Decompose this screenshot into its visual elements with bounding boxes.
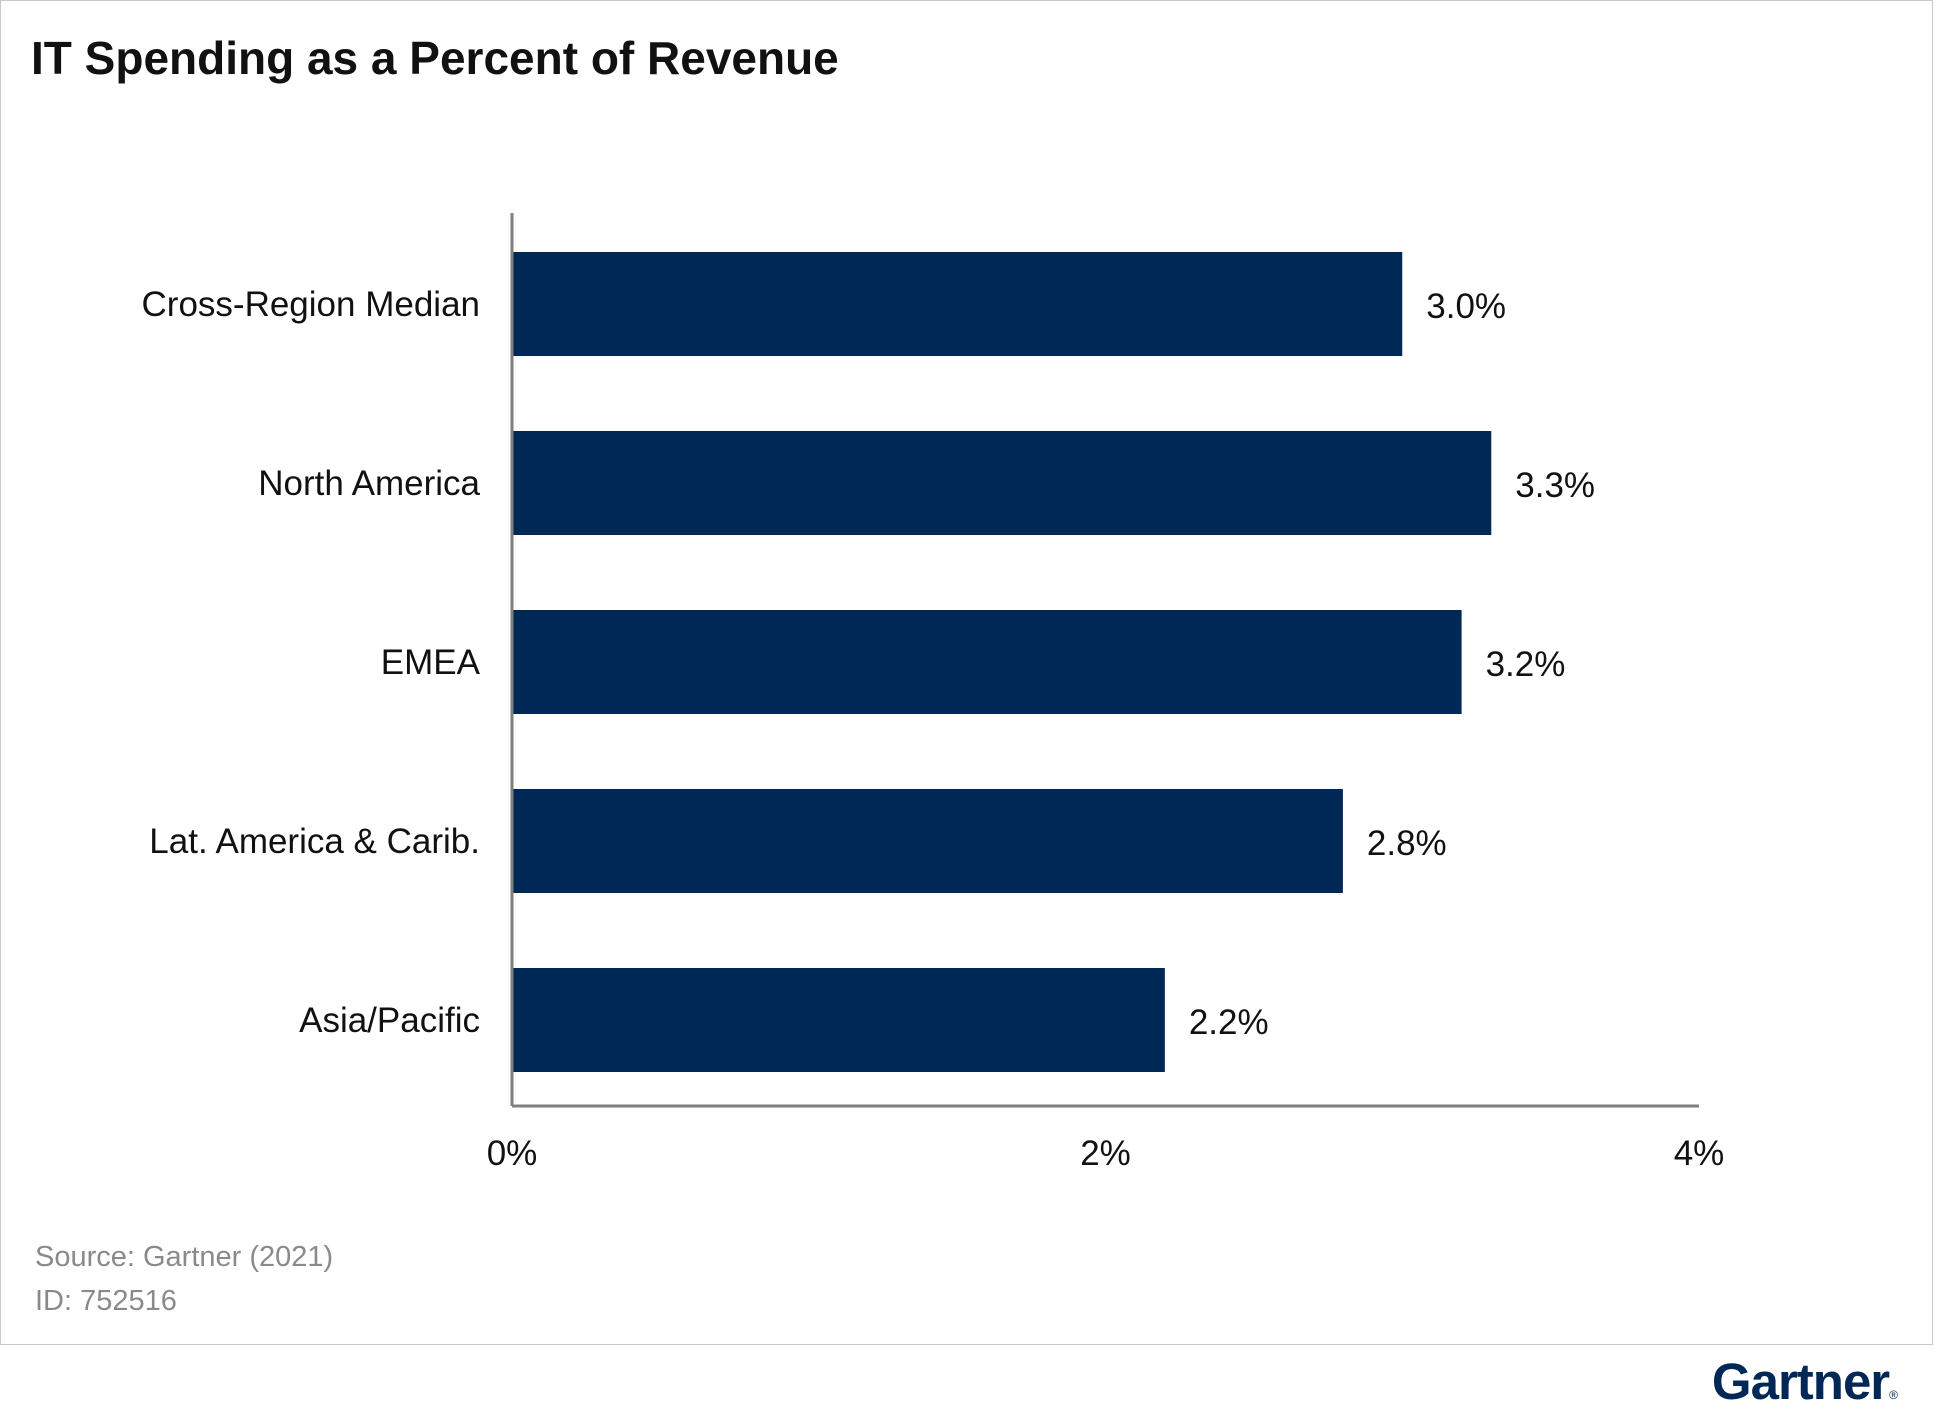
x-tick-label: 0% xyxy=(487,1134,538,1173)
category-label: EMEA xyxy=(381,643,481,682)
source-note: Source: Gartner (2021) xyxy=(35,1241,334,1273)
category-label: Asia/Pacific xyxy=(299,1001,480,1040)
document-id: ID: 752516 xyxy=(35,1285,177,1317)
bar xyxy=(513,431,1492,535)
bar xyxy=(513,968,1165,1072)
data-label: 2.8% xyxy=(1367,824,1447,863)
brand-name: Gartner xyxy=(1711,1353,1890,1410)
data-label: 3.2% xyxy=(1486,645,1566,684)
data-label: 2.2% xyxy=(1189,1003,1269,1042)
bar xyxy=(513,610,1462,714)
bar-chart: Cross-Region Median 3.0% North America 3.3%… xyxy=(142,213,1725,1173)
x-tick-label: 2% xyxy=(1080,1134,1131,1173)
chart-frame: IT Spending as a Percent of Revenue Cros… xyxy=(0,0,1933,1345)
chart-title: IT Spending as a Percent of Revenue xyxy=(31,32,839,84)
data-label: 3.3% xyxy=(1515,466,1595,505)
data-label: 3.0% xyxy=(1426,287,1506,326)
bar xyxy=(513,252,1403,356)
category-label: Lat. America & Carib. xyxy=(149,822,480,861)
bar xyxy=(513,789,1343,893)
x-tick-label: 4% xyxy=(1674,1134,1725,1173)
registered-mark: ® xyxy=(1889,1388,1898,1402)
category-label: North America xyxy=(258,464,480,503)
category-label: Cross-Region Median xyxy=(142,285,480,324)
gartner-logo: Gartner® xyxy=(1711,1352,1898,1411)
